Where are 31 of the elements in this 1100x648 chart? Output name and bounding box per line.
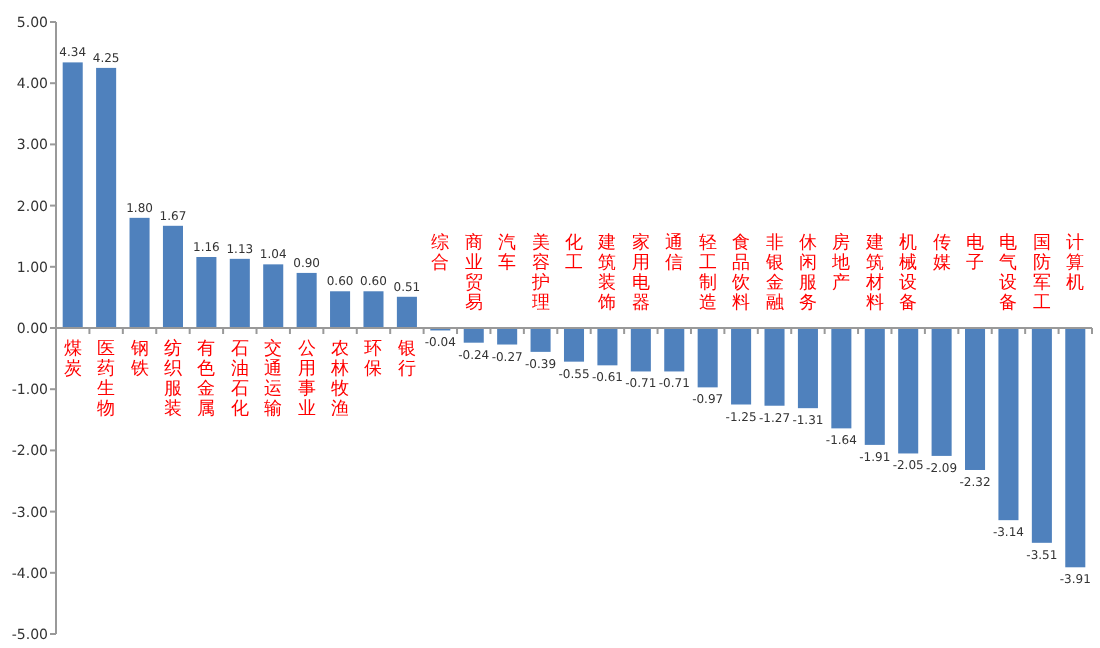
x-tick-label: 化工 [565, 232, 583, 274]
x-tick-label: 家用电器 [631, 232, 650, 314]
x-tick-label: 医药生物 [97, 338, 116, 420]
x-tick-label: 银行 [395, 338, 416, 380]
x-tick-label: 农林牧渔 [329, 338, 350, 420]
x-tick-label: 机械设备 [899, 232, 918, 314]
x-tick-label: 国防军工 [1032, 234, 1051, 314]
x-tick-label: 电气设备 [999, 232, 1018, 314]
x-tick-label: 食品饮料 [730, 232, 751, 314]
x-tick-label: 休闲服务 [798, 232, 817, 314]
x-tick-label: 传媒 [932, 232, 951, 274]
x-tick-label: 石油石化 [230, 340, 249, 420]
x-tick-label: 建筑装饰 [596, 232, 617, 314]
x-tick-label: 交通运输 [264, 338, 283, 420]
x-tick-label: 美容护理 [529, 232, 550, 314]
x-tick-label: 综合 [431, 232, 450, 274]
x-tick-label: 电子 [966, 232, 985, 274]
x-tick-label: 建筑材料 [863, 232, 884, 314]
x-tick-label: 纺织服装 [163, 338, 182, 420]
x-tick-label: 通信 [665, 232, 684, 274]
x-tick-label: 环保 [364, 340, 383, 380]
x-tick-label: 轻工制造 [698, 232, 717, 314]
x-tick-label: 公用事业 [297, 338, 316, 420]
x-tick-label: 钢铁 [128, 338, 149, 380]
x-tick-label: 汽车 [498, 232, 517, 274]
x-tick-label: 非银金融 [763, 232, 784, 314]
x-tick-label: 煤炭 [63, 338, 82, 380]
x-tick-label: 商业贸易 [464, 232, 483, 314]
x-tick-label: 计算机 [1066, 232, 1085, 294]
x-tick-label: 有色金属 [197, 338, 216, 420]
x-tick-label: 房地产 [830, 232, 851, 294]
